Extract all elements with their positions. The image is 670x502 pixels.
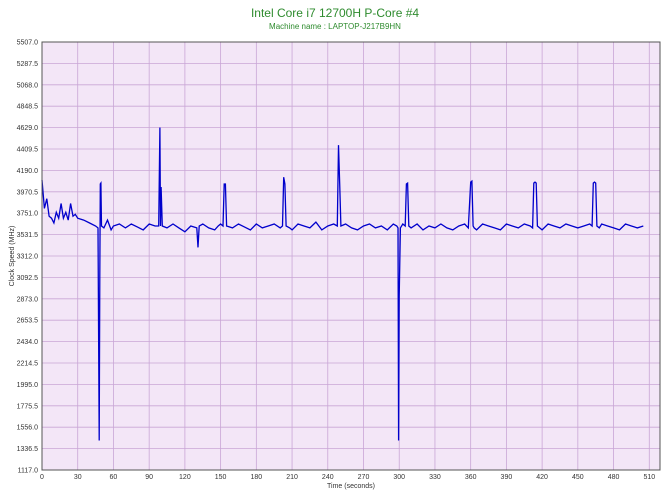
x-tick-label: 300	[393, 474, 405, 481]
x-tick-label: 210	[286, 474, 298, 481]
y-tick-label: 3312.0	[17, 254, 39, 261]
y-tick-label: 1775.5	[17, 403, 39, 410]
x-tick-label: 120	[179, 474, 191, 481]
x-tick-label: 450	[572, 474, 584, 481]
y-tick-label: 4848.5	[17, 104, 39, 111]
y-tick-label: 4190.0	[17, 168, 39, 175]
y-tick-label: 3531.5	[17, 232, 39, 239]
x-tick-label: 270	[358, 474, 370, 481]
x-tick-label: 90	[145, 474, 153, 481]
x-axis-label: Time (seconds)	[327, 483, 375, 490]
y-tick-label: 5068.0	[17, 82, 39, 89]
y-tick-label: 1995.0	[17, 382, 39, 389]
x-tick-label: 360	[465, 474, 477, 481]
plot-border	[41, 41, 661, 471]
x-tick-label: 420	[536, 474, 548, 481]
y-tick-label: 2653.5	[17, 318, 39, 325]
x-axis-ticks: 0 30 60 90 120 150 180 210 240 270 300 330 360 390 420…	[40, 474, 655, 481]
y-tick-label: 3751.0	[17, 211, 39, 218]
y-tick-label: 4409.5	[17, 147, 39, 154]
x-tick-label: 150	[215, 474, 227, 481]
y-tick-label: 5507.0	[17, 40, 39, 47]
x-tick-label: 30	[74, 474, 82, 481]
y-tick-label: 1117.0	[18, 468, 38, 475]
series-line	[41, 127, 644, 441]
y-tick-label: 1556.0	[17, 425, 39, 432]
y-tick-label: 5287.5	[17, 61, 39, 68]
chart-subtitle: Machine name : LAPTOP-J217B9HN	[269, 22, 401, 31]
x-tick-label: 510	[643, 474, 655, 481]
y-tick-label: 2873.0	[17, 296, 39, 303]
x-tick-label: 0	[40, 474, 44, 481]
y-axis-label: Clock Speed (MHz)	[9, 226, 16, 287]
y-tick-label: 2434.0	[17, 339, 39, 346]
y-tick-label: 3970.5	[17, 189, 39, 196]
y-tick-label: 3092.5	[17, 275, 39, 282]
x-tick-label: 180	[250, 474, 262, 481]
y-tick-label: 4629.0	[17, 125, 39, 132]
y-tick-label: 2214.5	[17, 361, 39, 368]
x-tick-label: 240	[322, 474, 334, 481]
x-tick-label: 390	[501, 474, 513, 481]
x-tick-label: 60	[110, 474, 118, 481]
y-axis-ticks: 1117.0 1336.5 1556.0 1775.5 1995.0 2214.5 2434…	[17, 40, 39, 475]
x-tick-label: 480	[608, 474, 620, 481]
grid-lines	[41, 41, 660, 471]
chart-title: Intel Core i7 12700H P-Core #4	[250, 6, 420, 20]
x-tick-label: 330	[429, 474, 441, 481]
y-tick-label: 1336.5	[17, 446, 39, 453]
